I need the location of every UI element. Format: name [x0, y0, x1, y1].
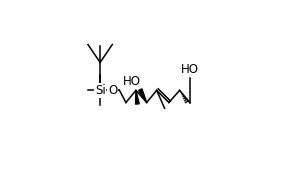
Text: Si: Si — [95, 84, 105, 97]
Polygon shape — [138, 89, 147, 102]
Text: HO: HO — [123, 76, 141, 89]
Text: HO: HO — [181, 63, 199, 76]
Polygon shape — [136, 90, 139, 104]
Text: O: O — [108, 84, 117, 97]
